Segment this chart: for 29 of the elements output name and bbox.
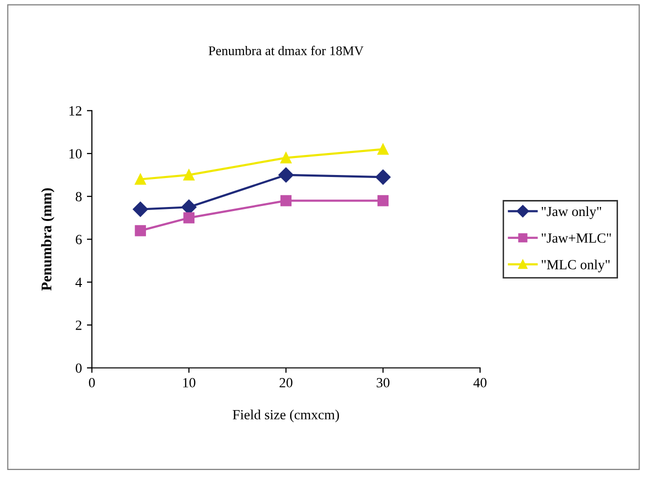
point (132, 202, 148, 217)
x-tick-label: 30 (376, 378, 390, 388)
point (278, 167, 294, 183)
x-tick-label: 0 (88, 378, 95, 388)
point (375, 170, 391, 185)
y-tick-label: 10 (69, 149, 82, 158)
y-tick-label: 8 (76, 192, 82, 202)
x-axis-title: Field size (cmxcm) (232, 410, 339, 422)
y-tick-label: 4 (75, 278, 82, 287)
legend-label: "Jaw+MLC" (542, 233, 611, 243)
point (377, 144, 389, 155)
y-tick-label: 0 (76, 363, 82, 373)
legend-label: "MLC only" (542, 260, 610, 272)
x-tick-label: 40 (473, 378, 486, 388)
y-tick-label: 2 (76, 320, 82, 330)
chart-title: Penumbra at dmax for 18MV (208, 46, 364, 56)
y-axis-title: Penumbra (mm) (41, 188, 54, 291)
point (134, 174, 146, 185)
y-tick-label: 12 (69, 106, 82, 116)
x-tick-label: 20 (280, 378, 292, 388)
point (183, 169, 194, 181)
point (183, 212, 194, 224)
point (134, 225, 146, 236)
point (377, 195, 389, 206)
y-tick-label: 6 (76, 234, 82, 244)
point (280, 195, 292, 206)
point (280, 152, 292, 164)
x-tick-label: 10 (183, 378, 196, 388)
legend-label: "Jaw only" (542, 206, 602, 220)
